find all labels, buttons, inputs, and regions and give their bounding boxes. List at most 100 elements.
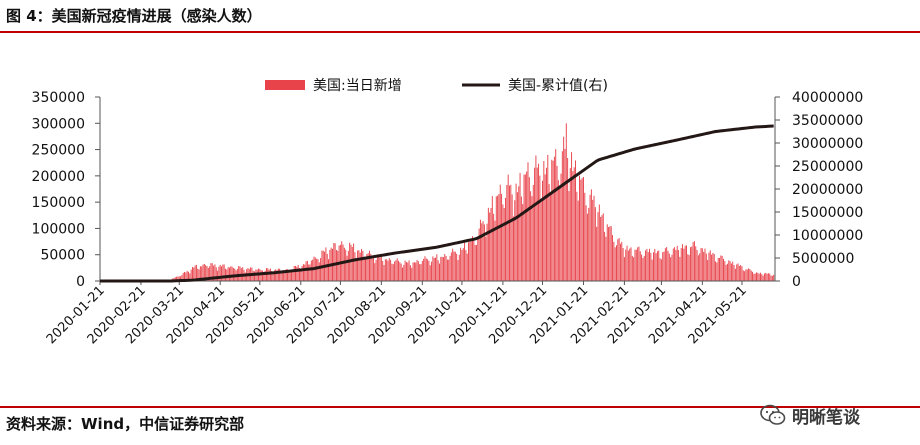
daily-new-bar: [285, 269, 287, 281]
daily-new-bar: [491, 196, 493, 281]
daily-new-bar: [201, 266, 203, 281]
left-tick-label: 150000: [32, 195, 85, 211]
daily-new-bar: [559, 186, 561, 281]
daily-new-bar: [695, 246, 697, 281]
daily-new-bar: [631, 255, 633, 281]
daily-new-bar: [588, 207, 590, 281]
daily-new-bar: [738, 265, 740, 281]
daily-new-bar: [416, 259, 418, 281]
daily-new-bar: [625, 249, 627, 281]
daily-new-bar: [466, 253, 468, 281]
daily-new-bar: [575, 160, 577, 281]
daily-new-bar: [424, 256, 426, 281]
daily-new-bar: [531, 196, 533, 281]
daily-new-bar: [365, 257, 366, 281]
daily-new-bar: [419, 264, 421, 281]
daily-new-bar: [312, 259, 314, 281]
daily-new-bar: [374, 263, 376, 281]
daily-new-bar: [520, 196, 522, 281]
daily-new-bar: [205, 265, 207, 281]
daily-new-bar: [287, 269, 289, 281]
daily-new-bar: [366, 254, 368, 281]
daily-new-bar: [244, 272, 246, 281]
daily-new-bar: [215, 267, 217, 281]
daily-new-bar: [689, 247, 691, 281]
daily-new-bar: [291, 271, 293, 281]
daily-new-bar: [436, 254, 438, 281]
daily-new-bar: [427, 259, 429, 281]
daily-new-bar: [271, 270, 273, 281]
daily-new-bar: [601, 215, 603, 281]
daily-new-bar: [712, 252, 714, 281]
daily-new-bar: [425, 258, 427, 281]
daily-new-bar: [191, 267, 193, 281]
daily-new-bar: [304, 264, 306, 281]
daily-new-bar: [448, 259, 450, 281]
daily-new-bar: [361, 248, 363, 281]
daily-new-bar: [301, 265, 303, 281]
daily-new-bar: [680, 248, 682, 281]
daily-new-bar: [475, 244, 477, 281]
daily-new-bar: [505, 197, 506, 281]
daily-new-bar: [608, 227, 610, 281]
daily-new-bar: [383, 265, 385, 281]
daily-new-bar: [386, 259, 388, 281]
daily-new-bar: [668, 253, 670, 281]
daily-new-bar: [275, 269, 277, 281]
daily-new-bar: [207, 267, 209, 281]
daily-new-bars: [153, 123, 776, 281]
daily-new-bar: [696, 250, 698, 281]
daily-new-bar: [580, 179, 582, 281]
daily-new-bar: [557, 180, 559, 281]
daily-new-bar: [292, 269, 294, 281]
cumulative-line: [100, 124, 774, 283]
daily-new-bar: [614, 247, 616, 281]
legend: 美国:当日新增 美国-累计值(右): [265, 78, 608, 94]
daily-new-bar: [519, 172, 521, 281]
daily-new-bar: [310, 260, 312, 281]
daily-new-bar: [693, 241, 695, 281]
bottom-divider: [0, 406, 920, 408]
daily-new-bar: [239, 266, 241, 281]
daily-new-bar: [723, 258, 724, 281]
daily-new-bar: [721, 255, 723, 281]
daily-new-bar: [429, 265, 431, 281]
legend-line-label: 美国-累计值(右): [508, 78, 608, 94]
daily-new-bar: [699, 253, 701, 281]
daily-new-bar: [524, 174, 526, 281]
daily-new-bar: [288, 269, 290, 281]
daily-new-bar: [757, 272, 759, 281]
daily-new-bar: [367, 253, 369, 281]
daily-new-bar: [353, 243, 355, 281]
daily-new-bar: [227, 267, 229, 281]
daily-new-bar: [279, 268, 281, 281]
daily-new-bar: [472, 236, 473, 281]
daily-new-bar: [523, 174, 525, 281]
daily-new-bar: [454, 251, 456, 281]
daily-new-bar: [481, 223, 483, 281]
source-note: 资料来源：Wind，中信证券研究部: [6, 415, 245, 433]
daily-new-bar: [748, 268, 750, 281]
daily-new-bar: [687, 254, 689, 281]
daily-new-bar: [493, 213, 495, 281]
daily-new-bar: [186, 270, 188, 281]
daily-new-bar: [326, 253, 328, 281]
daily-new-bar: [514, 200, 516, 281]
daily-new-bar: [198, 269, 200, 281]
daily-new-bar: [609, 226, 611, 281]
daily-new-bar: [707, 260, 709, 281]
daily-new-bar: [542, 180, 543, 281]
daily-new-bar: [662, 252, 664, 281]
daily-new-bar: [284, 270, 286, 281]
daily-new-bar: [222, 264, 224, 281]
daily-new-bar: [230, 266, 232, 281]
daily-new-bar: [461, 250, 463, 281]
daily-new-bar: [561, 151, 563, 281]
daily-new-bar: [458, 254, 460, 281]
daily-new-bar: [734, 268, 736, 281]
daily-new-bar: [400, 263, 402, 281]
daily-new-bar: [526, 171, 528, 281]
daily-new-bar: [511, 194, 513, 281]
daily-new-bar: [543, 161, 545, 281]
daily-new-bar: [746, 269, 748, 281]
